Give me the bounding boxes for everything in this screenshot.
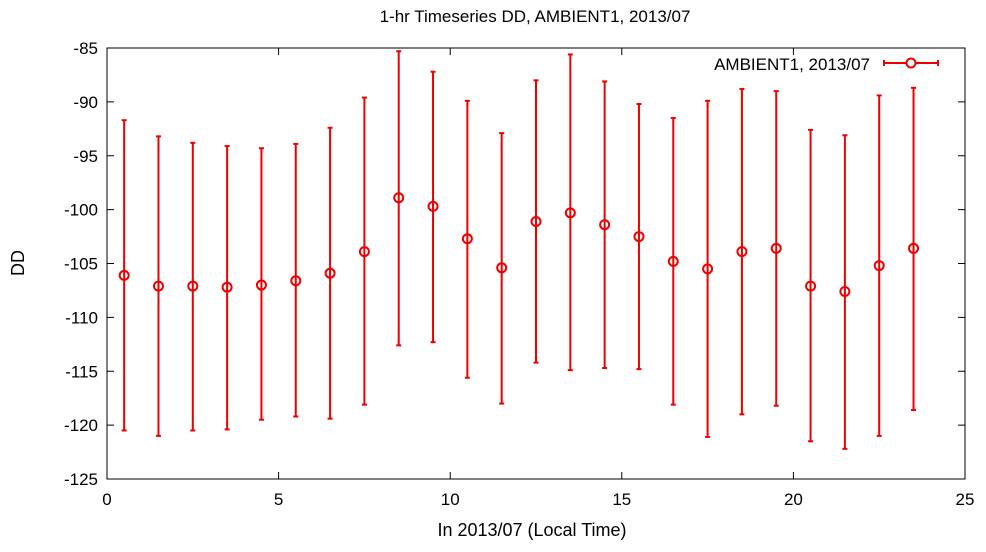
y-tick-label: -125: [64, 470, 98, 489]
y-axis: -85 -90 -95 -100 -105 -110 -115 -120 -125: [64, 39, 965, 489]
y-tick-label: -105: [64, 255, 98, 274]
data-point: [152, 135, 164, 437]
y-axis-label: DD: [8, 250, 28, 276]
legend-label: AMBIENT1, 2013/07: [714, 55, 870, 74]
data-point: [496, 132, 508, 405]
data-point: [358, 96, 370, 406]
point-marker: [908, 242, 920, 254]
point-marker: [393, 192, 405, 204]
chart-title: 1-hr Timeseries DD, AMBIENT1, 2013/07: [380, 7, 691, 26]
x-tick-label: 25: [956, 490, 975, 509]
point-marker: [667, 255, 679, 267]
point-marker: [530, 215, 542, 227]
y-tick-label: -95: [73, 147, 98, 166]
data-point: [255, 147, 267, 421]
data-point: [290, 142, 302, 418]
y-tick-label: -120: [64, 416, 98, 435]
y-tick-label: -110: [65, 308, 98, 327]
point-marker: [564, 207, 576, 219]
data-point: [633, 103, 645, 371]
point-marker: [118, 269, 130, 281]
x-tick-label: 10: [441, 490, 460, 509]
data-point: [908, 86, 920, 412]
data-point: [427, 70, 439, 344]
point-marker: [496, 262, 508, 274]
point-marker: [770, 242, 782, 254]
data-point: [702, 99, 714, 438]
point-marker: [290, 275, 302, 287]
point-marker: [324, 267, 336, 279]
data-point: [770, 90, 782, 407]
data-point: [873, 94, 885, 437]
point-marker: [805, 280, 817, 292]
data-point: [393, 50, 405, 347]
point-marker: [839, 286, 851, 298]
data-point: [530, 79, 542, 364]
y-tick-label: -85: [73, 39, 98, 58]
data-point: [221, 145, 233, 431]
point-marker: [461, 233, 473, 245]
data-point: [461, 99, 473, 379]
data-point: [839, 134, 851, 450]
data-point: [805, 128, 817, 443]
x-axis-label: In 2013/07 (Local Time): [437, 520, 626, 540]
point-marker: [633, 231, 645, 243]
point-marker: [187, 280, 199, 292]
series-layer: [118, 50, 920, 450]
point-marker: [221, 281, 233, 293]
point-marker: [152, 280, 164, 292]
x-tick-label: 0: [102, 490, 111, 509]
data-point: [736, 87, 748, 416]
data-point: [667, 117, 679, 406]
x-tick-label: 20: [784, 490, 803, 509]
legend-marker: [905, 57, 917, 69]
legend-key: [883, 57, 939, 69]
point-marker: [736, 246, 748, 258]
data-point: [564, 53, 576, 372]
y-tick-label: -100: [64, 201, 98, 220]
x-tick-label: 15: [612, 490, 631, 509]
point-marker: [255, 279, 267, 291]
y-tick-label: -90: [73, 93, 98, 112]
x-tick-label: 5: [274, 490, 283, 509]
data-point: [187, 141, 199, 432]
data-point: [324, 126, 336, 420]
point-marker: [599, 219, 611, 231]
point-marker: [702, 263, 714, 275]
y-tick-label: -115: [65, 362, 98, 381]
point-marker: [873, 260, 885, 272]
x-axis: 0 5 10 15 20 25: [102, 48, 974, 509]
point-marker: [358, 246, 370, 258]
data-point: [118, 119, 130, 432]
legend: AMBIENT1, 2013/07: [714, 55, 939, 74]
data-point: [599, 80, 611, 370]
point-marker: [427, 200, 439, 212]
